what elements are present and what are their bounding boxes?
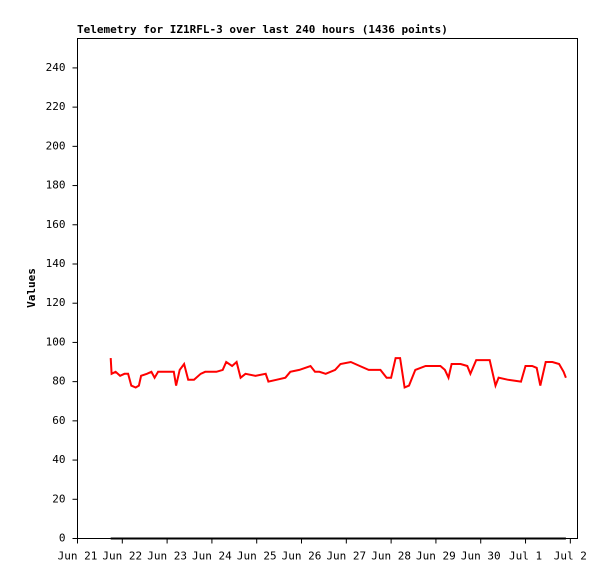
y-tick-label: 140 <box>46 257 66 270</box>
x-tick-label: Jun 25 <box>237 550 277 563</box>
y-tick-label: 240 <box>46 61 66 74</box>
y-tick-label: 160 <box>46 218 66 231</box>
y-tick-label: 200 <box>46 139 66 152</box>
y-tick-label: 120 <box>46 296 66 309</box>
y-tick-label: 0 <box>59 532 66 545</box>
x-tick-label: Jun 30 <box>461 550 501 563</box>
x-tick-label: Jun 21 <box>58 550 98 563</box>
y-tick-label: 180 <box>46 179 66 192</box>
x-tick-label: Jun 28 <box>371 550 411 563</box>
x-tick-label: Jul 2 <box>554 550 587 563</box>
y-tick-label: 20 <box>52 492 65 505</box>
chart-title: Telemetry for IZ1RFL-3 over last 240 hou… <box>77 23 448 36</box>
x-tick-label: Jun 29 <box>416 550 456 563</box>
y-axis-label: Values <box>25 268 38 308</box>
x-tick-label: Jun 22 <box>102 550 142 563</box>
y-tick-label: 220 <box>46 100 66 113</box>
x-tick-label: Jul 1 <box>509 550 542 563</box>
x-tick-label: Jun 27 <box>326 550 366 563</box>
y-tick-label: 100 <box>46 335 66 348</box>
y-tick-label: 60 <box>52 414 65 427</box>
x-tick-label: Jun 24 <box>192 550 232 563</box>
y-tick-label: 80 <box>52 375 65 388</box>
x-tick-label: Jun 23 <box>147 550 187 563</box>
y-tick-label: 40 <box>52 453 65 466</box>
data-line <box>109 357 567 389</box>
x-tick-label: Jun 26 <box>282 550 322 563</box>
